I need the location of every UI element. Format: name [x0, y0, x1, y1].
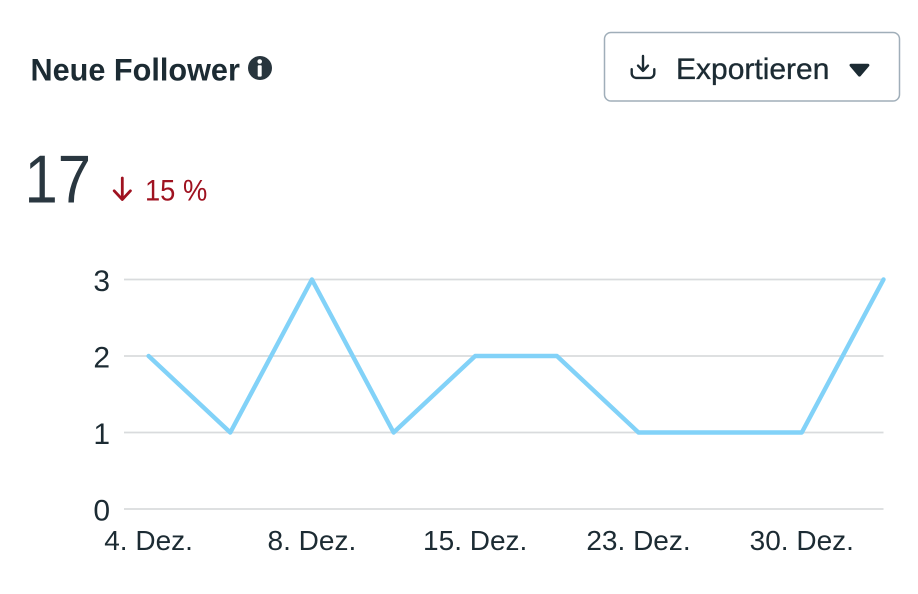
svg-text:30. Dez.: 30. Dez.: [750, 525, 854, 556]
svg-text:0: 0: [93, 495, 110, 528]
svg-text:8. Dez.: 8. Dez.: [268, 525, 357, 556]
svg-text:Exportieren: Exportieren: [676, 53, 829, 86]
svg-text:2: 2: [93, 342, 110, 375]
svg-text:4. Dez.: 4. Dez.: [104, 525, 193, 556]
svg-text:17: 17: [25, 141, 92, 217]
svg-text:3: 3: [93, 265, 110, 298]
svg-text:15 %: 15 %: [145, 174, 207, 207]
svg-text:1: 1: [93, 418, 110, 451]
svg-text:15. Dez.: 15. Dez.: [423, 525, 527, 556]
svg-text:23. Dez.: 23. Dez.: [586, 525, 690, 556]
svg-text:Neue Follower: Neue Follower: [31, 52, 240, 87]
